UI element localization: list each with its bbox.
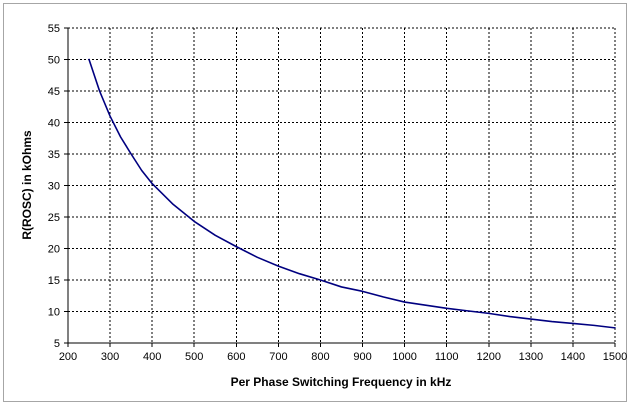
x-tick-label: 1200: [477, 351, 501, 363]
x-tick-label: 600: [227, 351, 245, 363]
y-axis-title: R(ROSC) in kOhms: [20, 130, 34, 240]
y-tick-label: 35: [48, 149, 60, 161]
y-tick-label: 10: [48, 307, 60, 319]
x-tick-label: 500: [185, 351, 203, 363]
x-tick-label: 1400: [561, 351, 585, 363]
x-tick-label: 400: [143, 351, 161, 363]
y-tick-label: 45: [48, 86, 60, 98]
y-tick-label: 50: [48, 55, 60, 67]
series-line: [88, 58, 616, 329]
x-tick-label: 800: [311, 351, 329, 363]
x-tick-label: 1000: [392, 351, 416, 363]
x-tick-label: 300: [101, 351, 119, 363]
x-tick-label: 1100: [435, 351, 459, 363]
y-tick-label: 20: [48, 244, 60, 256]
series-layer: [88, 58, 616, 329]
y-tick-label: 25: [48, 212, 60, 224]
axes: [64, 27, 616, 347]
grid-lines: [68, 27, 616, 343]
x-tick-label: 200: [59, 351, 77, 363]
x-tick-label: 900: [353, 351, 371, 363]
y-tick-label: 55: [48, 23, 60, 35]
y-tick-label: 40: [48, 118, 60, 130]
x-tick-label: 1500: [603, 351, 627, 363]
x-axis-title: Per Phase Switching Frequency in kHz: [231, 375, 452, 389]
y-tick-label: 5: [54, 338, 60, 350]
x-tick-label: 1300: [519, 351, 543, 363]
y-tick-label: 15: [48, 275, 60, 287]
y-tick-label: 30: [48, 181, 60, 193]
tick-labels: 5 10 15 20 25 30 35 40 45 50 55 200 300 400 500 600 700 8…: [48, 23, 627, 363]
x-tick-label: 700: [269, 351, 287, 363]
